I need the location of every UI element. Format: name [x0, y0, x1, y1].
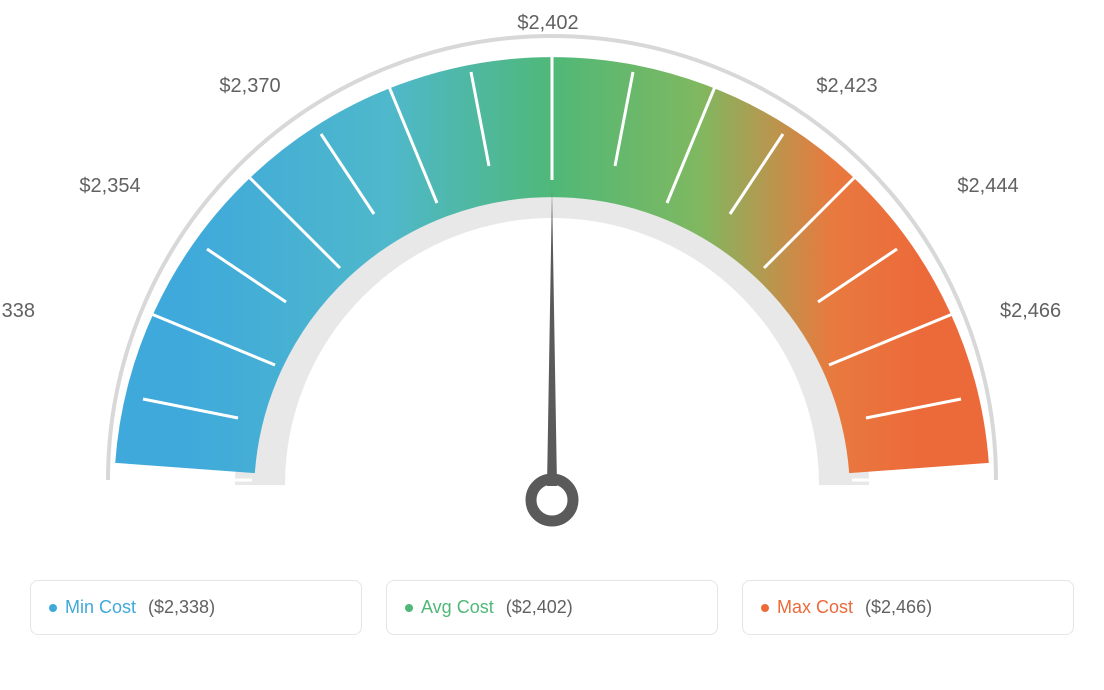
max-dot-icon [761, 604, 769, 612]
gauge-chart [0, 0, 1104, 560]
max-cost-value: ($2,466) [865, 597, 932, 618]
avg-cost-value: ($2,402) [506, 597, 573, 618]
avg-cost-card: Avg Cost ($2,402) [386, 580, 718, 635]
gauge-needle [531, 190, 573, 521]
gauge-tick-label: $2,370 [219, 75, 280, 98]
min-cost-label: Min Cost [65, 597, 136, 618]
avg-cost-label: Avg Cost [421, 597, 494, 618]
gauge-tick-label: $2,338 [0, 300, 35, 323]
summary-cards: Min Cost ($2,338) Avg Cost ($2,402) Max … [0, 580, 1104, 635]
gauge-tick-label: $2,402 [517, 12, 578, 35]
min-cost-value: ($2,338) [148, 597, 215, 618]
min-cost-card: Min Cost ($2,338) [30, 580, 362, 635]
gauge-tick-label: $2,354 [79, 175, 140, 198]
gauge-tick-label: $2,444 [957, 175, 1018, 198]
avg-dot-icon [405, 604, 413, 612]
gauge-tick-label: $2,466 [1000, 300, 1061, 323]
max-cost-card: Max Cost ($2,466) [742, 580, 1074, 635]
max-cost-label: Max Cost [777, 597, 853, 618]
gauge-chart-container: $2,338 $2,354 $2,370 $2,402 $2,423 $2,44… [0, 0, 1104, 560]
min-dot-icon [49, 604, 57, 612]
gauge-tick-label: $2,423 [816, 75, 877, 98]
